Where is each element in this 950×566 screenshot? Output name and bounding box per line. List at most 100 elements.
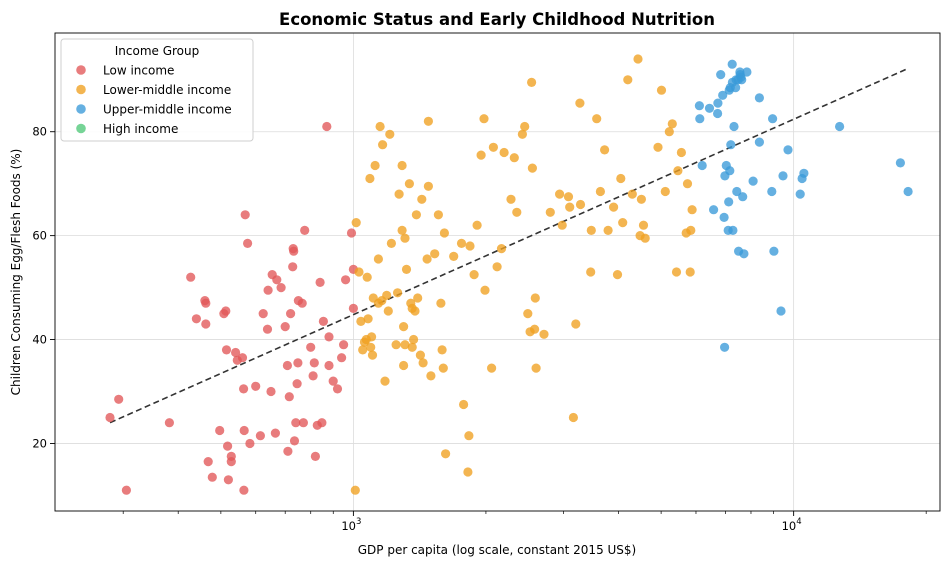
data-point xyxy=(616,173,626,184)
series-low-income xyxy=(105,121,358,495)
data-point xyxy=(337,353,347,363)
data-point xyxy=(496,244,507,254)
data-point xyxy=(164,418,174,428)
plot-frame xyxy=(54,32,941,512)
data-point xyxy=(289,246,299,256)
y-tick-label: 20 xyxy=(32,436,47,450)
data-point xyxy=(422,254,432,264)
data-point xyxy=(586,225,596,235)
data-point xyxy=(411,210,421,220)
data-point xyxy=(731,83,741,93)
data-point xyxy=(191,314,201,324)
trendline-group xyxy=(109,68,907,424)
data-point xyxy=(673,166,683,176)
data-point xyxy=(575,98,585,108)
data-point xyxy=(530,293,540,303)
legend-title: Income Group xyxy=(115,44,200,58)
data-point xyxy=(263,285,273,295)
legend-label: Low income xyxy=(103,64,174,78)
data-point xyxy=(346,228,357,238)
legend-label: Upper-middle income xyxy=(103,103,232,117)
data-point xyxy=(469,270,479,280)
data-point xyxy=(300,225,310,235)
data-point xyxy=(298,418,308,428)
data-point xyxy=(527,77,537,87)
data-point xyxy=(783,145,793,155)
data-point xyxy=(479,114,489,124)
data-point xyxy=(243,238,253,248)
trendline xyxy=(109,68,907,424)
data-point xyxy=(686,225,696,235)
data-point xyxy=(293,358,303,368)
data-point xyxy=(288,262,298,272)
data-point xyxy=(404,179,414,189)
data-point xyxy=(687,205,697,215)
data-point xyxy=(438,363,448,373)
data-point xyxy=(737,75,747,85)
data-point xyxy=(618,218,628,228)
data-point xyxy=(627,189,637,199)
data-point xyxy=(245,438,255,449)
data-point xyxy=(903,186,913,197)
data-point xyxy=(456,238,467,248)
data-point xyxy=(239,384,249,394)
data-point xyxy=(221,306,231,316)
legend-marker xyxy=(76,123,86,134)
data-point xyxy=(487,363,497,373)
data-point xyxy=(769,246,779,256)
data-point xyxy=(186,272,196,282)
data-point xyxy=(530,324,540,334)
series-upper-middle-income xyxy=(694,59,913,352)
data-point xyxy=(739,249,749,259)
data-point xyxy=(595,186,606,197)
data-point xyxy=(539,329,549,339)
legend-label: Lower-middle income xyxy=(103,83,231,97)
data-point xyxy=(121,485,131,495)
data-point xyxy=(718,90,728,100)
legend-label: High income xyxy=(103,122,178,136)
data-point xyxy=(380,376,390,386)
data-point xyxy=(671,267,682,277)
data-point xyxy=(568,412,579,423)
data-point xyxy=(356,316,366,326)
data-point xyxy=(401,264,412,274)
data-point xyxy=(713,108,723,119)
data-point xyxy=(367,350,378,360)
data-point xyxy=(433,210,443,220)
data-point xyxy=(754,137,765,147)
data-point xyxy=(105,412,115,423)
data-point xyxy=(397,225,407,235)
data-point xyxy=(292,379,302,389)
data-point xyxy=(426,371,436,381)
data-point xyxy=(308,371,318,381)
data-point xyxy=(341,275,351,285)
data-point xyxy=(557,220,567,230)
data-point xyxy=(545,207,555,217)
data-point xyxy=(676,147,687,158)
data-point xyxy=(638,220,649,230)
data-point xyxy=(324,360,334,371)
data-point xyxy=(472,220,482,230)
data-point xyxy=(742,67,752,77)
data-point xyxy=(603,225,613,235)
data-point xyxy=(237,353,248,363)
data-point xyxy=(306,342,316,352)
data-point xyxy=(328,376,338,386)
data-point xyxy=(375,121,385,132)
data-point xyxy=(664,127,674,137)
data-point xyxy=(322,121,332,132)
grid-lines xyxy=(55,33,940,511)
data-point xyxy=(682,179,693,189)
data-point xyxy=(215,425,225,436)
data-point xyxy=(350,485,360,495)
data-point xyxy=(367,332,377,342)
data-point xyxy=(309,358,319,368)
x-axis-label: GDP per capita (log scale, constant 2015… xyxy=(358,543,637,557)
data-point xyxy=(223,441,233,451)
data-point xyxy=(463,467,473,477)
data-point xyxy=(297,298,307,308)
data-point xyxy=(799,168,809,178)
data-point xyxy=(776,306,786,316)
data-point xyxy=(555,189,565,199)
data-point xyxy=(423,181,433,191)
